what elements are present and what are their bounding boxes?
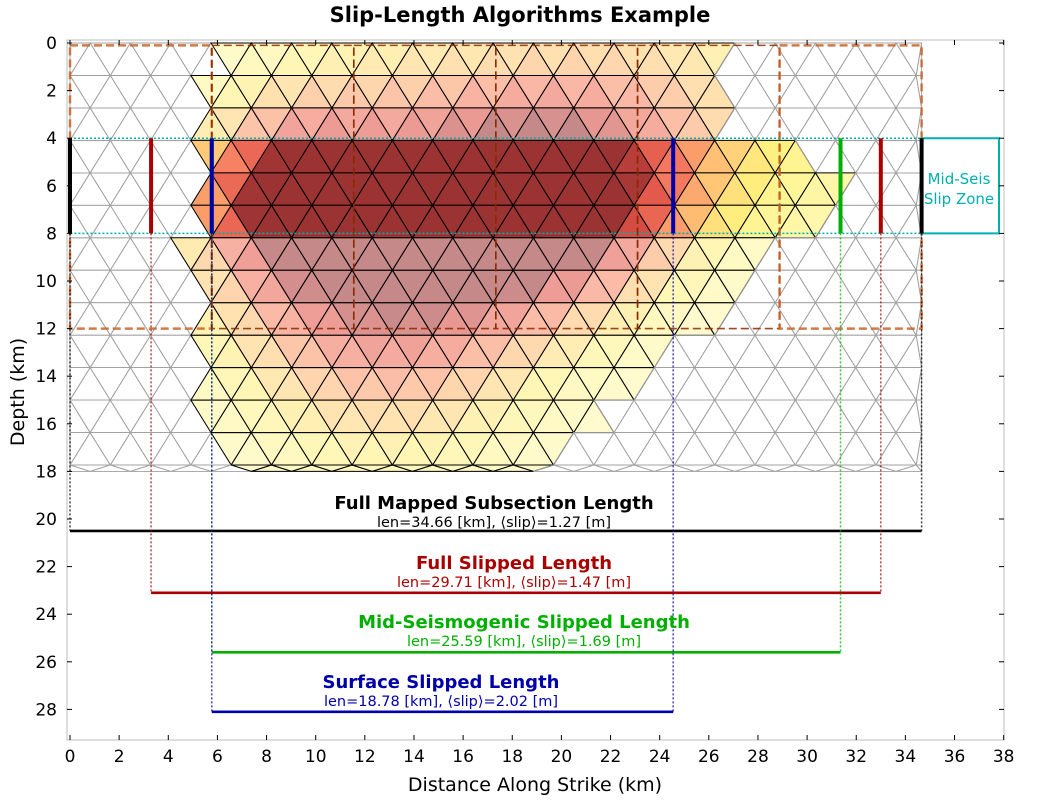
x-tick-label: 4 [163,747,174,767]
x-tick-label: 28 [747,747,769,767]
length-title: Mid-Seismogenic Slipped Length [358,612,690,633]
x-tick-label: 18 [501,747,523,767]
x-tick-label: 36 [944,747,966,767]
length-value-label: len=18.78 [km], ⟨slip⟩=2.02 [m] [324,694,558,710]
chart-title: Slip-Length Algorithms Example [330,3,711,27]
length-title: Full Mapped Subsection Length [334,493,653,514]
y-tick-label: 12 [35,320,57,340]
x-tick-label: 8 [261,747,272,767]
x-tick-label: 2 [114,747,125,767]
y-tick-label: 20 [35,510,57,530]
y-tick-label: 14 [35,367,57,387]
y-tick-label: 2 [46,82,57,102]
y-tick-label: 6 [46,177,57,197]
y-axis-label: Depth (km) [7,338,29,446]
length-bracket [149,138,883,595]
length-title: Surface Slipped Length [322,672,559,693]
mesh-element [915,464,923,473]
length-value-label: len=34.66 [km], ⟨slip⟩=1.27 [m] [377,515,611,531]
mid-seis-zone-label: Slip Zone [924,190,994,208]
x-tick-label: 16 [452,747,474,767]
x-tick-label: 22 [600,747,622,767]
x-tick-label: 10 [305,747,327,767]
x-tick-label: 6 [212,747,223,767]
x-tick-label: 30 [796,747,818,767]
x-tick-label: 20 [551,747,573,767]
mesh-element [915,399,923,433]
y-tick-label: 0 [46,34,57,54]
x-tick-label: 32 [845,747,867,767]
plot-frame [66,39,1005,741]
length-value-label: len=29.71 [km], ⟨slip⟩=1.47 [m] [397,575,631,591]
y-tick-label: 24 [35,605,57,625]
x-tick-label: 38 [993,747,1015,767]
x-tick-label: 34 [895,747,917,767]
y-tick-label: 26 [35,653,57,673]
y-tick-label: 10 [35,272,57,292]
y-tick-label: 4 [46,129,57,149]
length-bracket [209,138,676,714]
mesh-element [915,75,923,108]
length-value-label: len=25.59 [km], ⟨slip⟩=1.69 [m] [407,634,641,650]
mid-seis-zone-label: Mid-Seis [928,170,991,188]
x-tick-label: 0 [65,747,76,767]
x-axis-label: Distance Along Strike (km) [408,774,662,796]
mesh-element [915,334,923,368]
y-tick-label: 22 [35,558,57,578]
y-tick-label: 16 [35,415,57,435]
x-tick-label: 24 [649,747,671,767]
y-tick-label: 18 [35,462,57,482]
x-tick-label: 12 [354,747,376,767]
x-tick-label: 14 [403,747,425,767]
x-tick-label: 26 [698,747,720,767]
mesh-layer [69,42,923,473]
y-tick-label: 8 [46,224,57,244]
length-title: Full Slipped Length [416,553,612,574]
y-tick-label: 28 [35,700,57,720]
